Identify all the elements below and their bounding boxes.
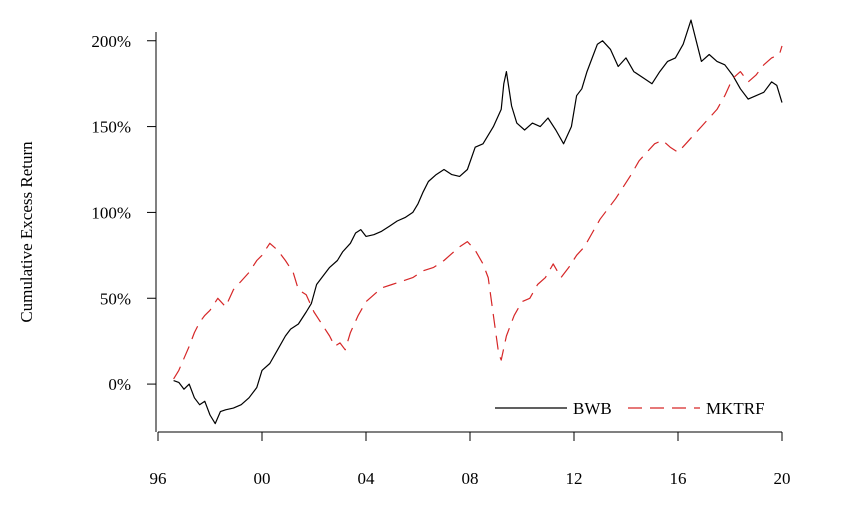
legend: BWB MKTRF — [495, 399, 765, 418]
series-layer — [173, 19, 783, 425]
x-tick-label: 96 — [150, 469, 167, 488]
x-tick-label: 12 — [566, 469, 583, 488]
axes — [155, 32, 782, 433]
y-tick-label: 100% — [91, 203, 131, 222]
x-ticks: 96 00 04 08 12 16 20 — [150, 432, 791, 488]
x-tick-label: 16 — [670, 469, 687, 488]
y-axis-title: Cumulative Excess Return — [17, 141, 36, 323]
x-tick-label: 20 — [774, 469, 791, 488]
series-line-bwb — [173, 19, 783, 425]
y-ticks: 0% 50% 100% 150% 200% — [91, 32, 156, 394]
legend-mktrf-label: MKTRF — [706, 399, 765, 418]
y-tick-label: 150% — [91, 118, 131, 137]
x-tick-label: 00 — [254, 469, 271, 488]
x-tick-label: 04 — [358, 469, 376, 488]
legend-bwb-label: BWB — [573, 399, 612, 418]
y-tick-label: 0% — [108, 375, 131, 394]
y-tick-label: 50% — [100, 289, 131, 308]
series-line-mktrf — [173, 45, 783, 380]
x-tick-label: 08 — [462, 469, 479, 488]
y-tick-label: 200% — [91, 32, 131, 51]
